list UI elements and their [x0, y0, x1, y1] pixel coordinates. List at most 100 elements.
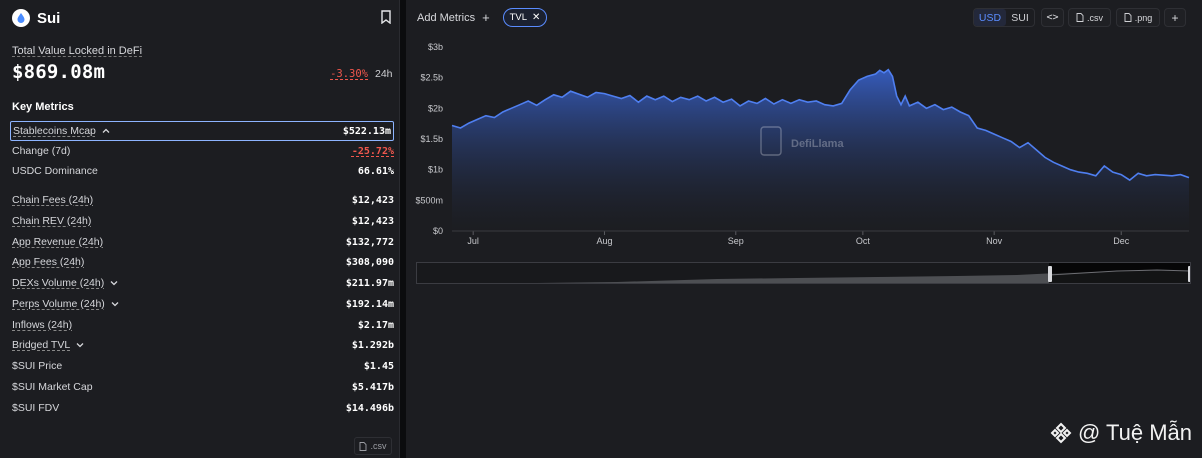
metric-value: $5.417b [351, 381, 394, 393]
file-icon [360, 441, 367, 451]
bookmark-icon[interactable] [380, 10, 392, 24]
metric-label-text: Change (7d) [12, 145, 71, 157]
csv-label: .csv [370, 441, 387, 451]
metric-row[interactable]: App Fees (24h) $308,090 [12, 252, 394, 272]
metric-row: USDC Dominance 66.61% [12, 161, 394, 181]
defillama-watermark: DefiLlama [760, 126, 844, 156]
metric-value: $522.13m [342, 125, 391, 137]
metric-row[interactable]: Stablecoins Mcap $522.13m [10, 121, 394, 141]
metric-value: $2.17m [357, 319, 394, 331]
metric-label-text: $SUI Price [12, 360, 63, 372]
metric-label-text: DEXs Volume (24h) [12, 277, 105, 289]
metric-label: DEXs Volume (24h) [12, 277, 118, 289]
x-tick-label: Nov [986, 236, 1003, 246]
brush-right-handle[interactable] [1188, 266, 1191, 282]
y-tick-label: $3b [428, 42, 443, 52]
tvl-change: -3.30% [330, 68, 368, 80]
y-tick-label: $1.5b [420, 134, 443, 144]
x-tick-label: Aug [596, 236, 612, 246]
y-tick-label: $2b [428, 103, 443, 113]
tvl-value: $869.08m [12, 61, 106, 83]
watermark-text: @ Tuệ Mẫn [1077, 420, 1192, 445]
add-metrics-button[interactable]: Add Metrics + [410, 8, 499, 27]
chevron-down-icon[interactable] [111, 300, 119, 308]
diamond-logo-icon [1050, 422, 1072, 444]
metric-label-text: Perps Volume (24h) [12, 298, 105, 310]
metric-label-text: USDC Dominance [12, 165, 98, 177]
png-export-button[interactable]: .png [1116, 8, 1160, 27]
currency-toggle: USD SUI [973, 8, 1035, 27]
metric-label-text: Bridged TVL [12, 339, 71, 351]
metric-row: Change (7d) -25.72% [12, 141, 394, 161]
metric-row[interactable]: Chain Fees (24h) $12,423 [12, 190, 394, 210]
chain-name: Sui [37, 9, 61, 27]
x-tick-label: Oct [856, 236, 871, 246]
metric-row[interactable]: Inflows (24h) $2.17m [12, 315, 394, 335]
brush-selection[interactable] [1049, 263, 1190, 284]
metric-value: $12,423 [351, 215, 394, 227]
csv-export-button[interactable]: .csv [1068, 8, 1111, 27]
chevron-down-icon[interactable] [76, 341, 84, 349]
brush-selection-line [1048, 269, 1190, 276]
plus-icon: + [1171, 10, 1179, 25]
metric-value: $192.14m [345, 298, 394, 310]
y-tick-label: $500m [415, 195, 443, 205]
tvl-metric-chip[interactable]: TVL ✕ [503, 8, 547, 27]
metric-value: $1.45 [363, 360, 394, 372]
metric-row[interactable]: Bridged TVL $1.292b [12, 335, 394, 355]
image-file-icon [1124, 13, 1132, 22]
tvl-area-chart[interactable]: DefiLlama $3b $2.5b $2b $1.5b $1b $500m $0 Jul A… [406, 35, 1202, 255]
x-tick-label: Sep [728, 236, 744, 246]
brush-left-handle[interactable] [1048, 266, 1052, 282]
y-tick-label: $0 [433, 226, 443, 236]
metric-label: Chain Fees (24h) [12, 194, 93, 206]
metric-row: $SUI Price $1.45 [12, 356, 394, 376]
metric-value: $14.496b [345, 402, 394, 414]
metric-label-text: Inflows (24h) [12, 319, 73, 331]
x-tick-label: Jul [467, 236, 479, 246]
metric-label: $SUI Price [12, 360, 62, 372]
metric-label: Bridged TVL [12, 339, 84, 351]
tvl-period: 24h [375, 68, 393, 80]
csv-download-button[interactable]: .csv [354, 437, 392, 455]
embed-button[interactable]: <> [1041, 8, 1064, 27]
metric-row[interactable]: Chain REV (24h) $12,423 [12, 211, 394, 231]
metric-row[interactable]: Perps Volume (24h) $192.14m [12, 294, 394, 314]
close-icon[interactable]: ✕ [532, 12, 541, 23]
add-chart-button[interactable]: + [1164, 8, 1186, 27]
metric-label: Chain REV (24h) [12, 215, 91, 227]
y-tick-label: $2.5b [420, 73, 443, 83]
chevron-up-icon[interactable] [102, 127, 110, 135]
currency-usd-option[interactable]: USD [974, 9, 1006, 26]
csv-export-label: .csv [1086, 12, 1103, 23]
chevron-down-icon[interactable] [110, 279, 118, 287]
metric-label-text: $SUI FDV [12, 402, 60, 414]
metric-row[interactable]: DEXs Volume (24h) $211.97m [12, 273, 394, 293]
tvl-series-line [451, 68, 1190, 182]
chart-panel: Add Metrics + TVL ✕ USD SUI <> .csv .png… [406, 0, 1202, 458]
metric-value: 66.61% [357, 165, 394, 177]
author-watermark: @ Tuệ Mẫn [1050, 420, 1192, 446]
metric-value: $211.97m [345, 277, 394, 289]
tvl-label: Total Value Locked in DeFi [12, 45, 143, 57]
metric-label: Change (7d) [12, 145, 70, 157]
sui-droplet-icon [12, 9, 30, 27]
metric-label-text: App Revenue (24h) [12, 236, 104, 248]
add-metrics-label: Add Metrics [417, 11, 476, 24]
metric-label: $SUI FDV [12, 402, 59, 414]
metric-label: App Fees (24h) [12, 256, 84, 268]
metric-label: Inflows (24h) [12, 319, 72, 331]
metric-label-text: $SUI Market Cap [12, 381, 93, 393]
brush-preview [537, 263, 1191, 284]
watermark-text: DefiLlama [791, 138, 844, 150]
metric-label: USDC Dominance [12, 165, 98, 177]
metric-label: Perps Volume (24h) [12, 298, 119, 310]
metric-label-text: App Fees (24h) [12, 256, 85, 268]
currency-sui-option[interactable]: SUI [1011, 11, 1029, 24]
metric-row[interactable]: App Revenue (24h) $132,772 [12, 232, 394, 252]
date-range-brush[interactable] [416, 262, 1191, 284]
plus-icon: + [482, 10, 490, 25]
file-icon [1076, 13, 1084, 22]
metric-value: $1.292b [351, 339, 394, 351]
y-tick-label: $1b [428, 165, 443, 175]
